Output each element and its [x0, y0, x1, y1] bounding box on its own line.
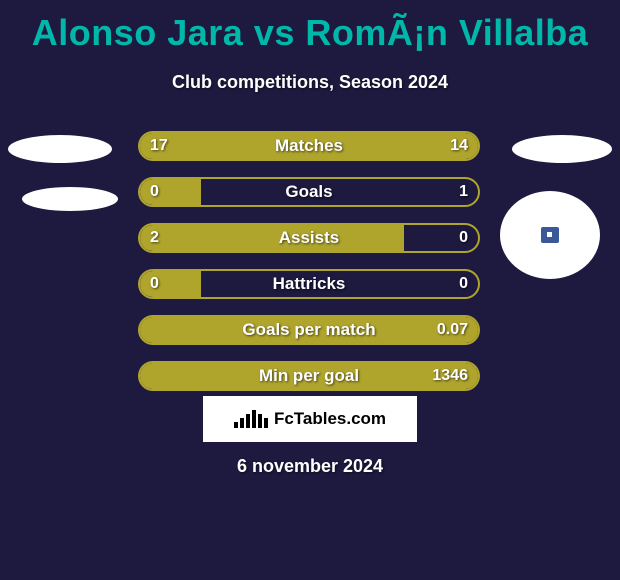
logo-bar-segment	[258, 414, 262, 428]
logo-bar-segment	[246, 414, 250, 428]
player-left-avatar-1	[8, 135, 112, 163]
stat-row: 2Assists0	[138, 223, 480, 253]
stat-label: Goals	[140, 179, 478, 205]
logo-bar-segment	[252, 410, 256, 428]
player-right-avatar-1	[512, 135, 612, 163]
logo-bars-icon	[234, 410, 268, 428]
logo-text: FcTables.com	[274, 409, 386, 429]
stat-label: Goals per match	[140, 317, 478, 343]
stat-label: Assists	[140, 225, 478, 251]
logo-bar-segment	[240, 418, 244, 428]
player-left-avatar-2	[22, 187, 118, 211]
comparison-subtitle: Club competitions, Season 2024	[0, 72, 620, 93]
stat-label: Hattricks	[140, 271, 478, 297]
stat-value-right: 0	[459, 271, 468, 297]
stat-label: Matches	[140, 133, 478, 159]
stat-value-right: 1346	[432, 363, 468, 389]
stat-row: 0Hattricks0	[138, 269, 480, 299]
fctables-logo: FcTables.com	[203, 396, 417, 442]
date-text: 6 november 2024	[237, 456, 383, 477]
stat-value-right: 1	[459, 179, 468, 205]
stat-row: Goals per match0.07	[138, 315, 480, 345]
stat-row: 17Matches14	[138, 131, 480, 161]
stat-value-right: 14	[450, 133, 468, 159]
stat-row: 0Goals1	[138, 177, 480, 207]
player-right-badge	[500, 191, 600, 279]
logo-bar-segment	[234, 422, 238, 428]
comparison-bars: 17Matches140Goals12Assists00Hattricks0Go…	[138, 131, 480, 407]
stat-value-right: 0.07	[437, 317, 468, 343]
stat-value-right: 0	[459, 225, 468, 251]
comparison-title: Alonso Jara vs RomÃ¡n Villalba	[0, 0, 620, 54]
badge-icon	[541, 227, 559, 243]
stat-label: Min per goal	[140, 363, 478, 389]
logo-bar-segment	[264, 418, 268, 428]
stat-row: Min per goal1346	[138, 361, 480, 391]
